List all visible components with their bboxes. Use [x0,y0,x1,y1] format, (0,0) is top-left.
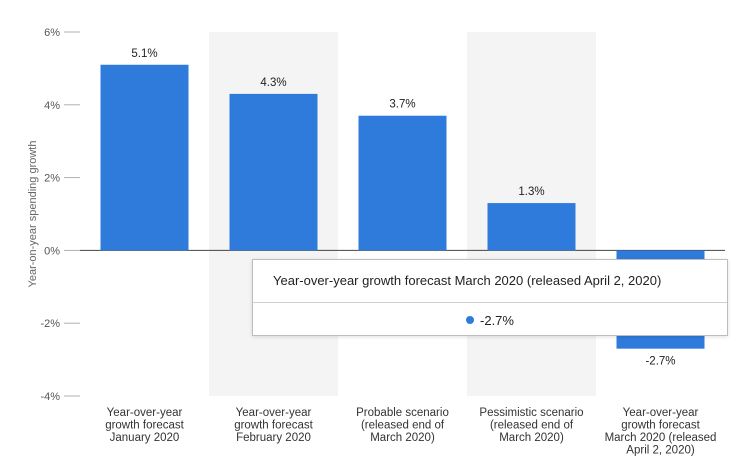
tooltip-value-row: -2.7% [253,303,727,337]
y-tick-label: 6% [44,27,60,39]
x-axis-labels: Year-over-year growth forecast January 202… [105,407,716,457]
y-tick-label: 2% [44,173,60,185]
tooltip: Year-over-year growth forecast March 202… [252,259,728,336]
bar[interactable] [229,93,318,251]
x-category-label: Year-over-year growth forecast February 20… [234,407,313,444]
tooltip-title: Year-over-year growth forecast March 202… [253,260,727,303]
bar[interactable] [100,64,189,251]
y-axis-title: Year-on-year spending growth [27,141,39,288]
bar-data-label: -2.7% [645,356,675,368]
tooltip-value: -2.7% [480,312,514,328]
data-labels: 5.1% 4.3% 3.7% 1.3% -2.7% [131,48,675,368]
y-tick-label: -2% [40,318,60,330]
x-category-label: Year-over-year growth forecast March 2020 … [605,407,717,457]
bar-data-label: 1.3% [518,186,544,198]
bar[interactable] [487,203,576,251]
bar-data-label: 4.3% [260,77,286,89]
x-category-label: Year-over-year growth forecast January 202… [105,407,184,444]
bar[interactable] [358,115,447,251]
bar-data-label: 5.1% [131,48,157,60]
y-tick-label: 0% [44,245,60,257]
y-tick-label: -4% [40,391,60,403]
bar-data-label: 3.7% [389,99,415,111]
series-dot-icon [466,316,475,324]
y-tick-label: 4% [44,100,60,112]
x-category-label: Pessimistic scenario (released end of Marc… [479,407,583,444]
x-category-label: Probable scenario (released end of March 2… [356,407,449,444]
